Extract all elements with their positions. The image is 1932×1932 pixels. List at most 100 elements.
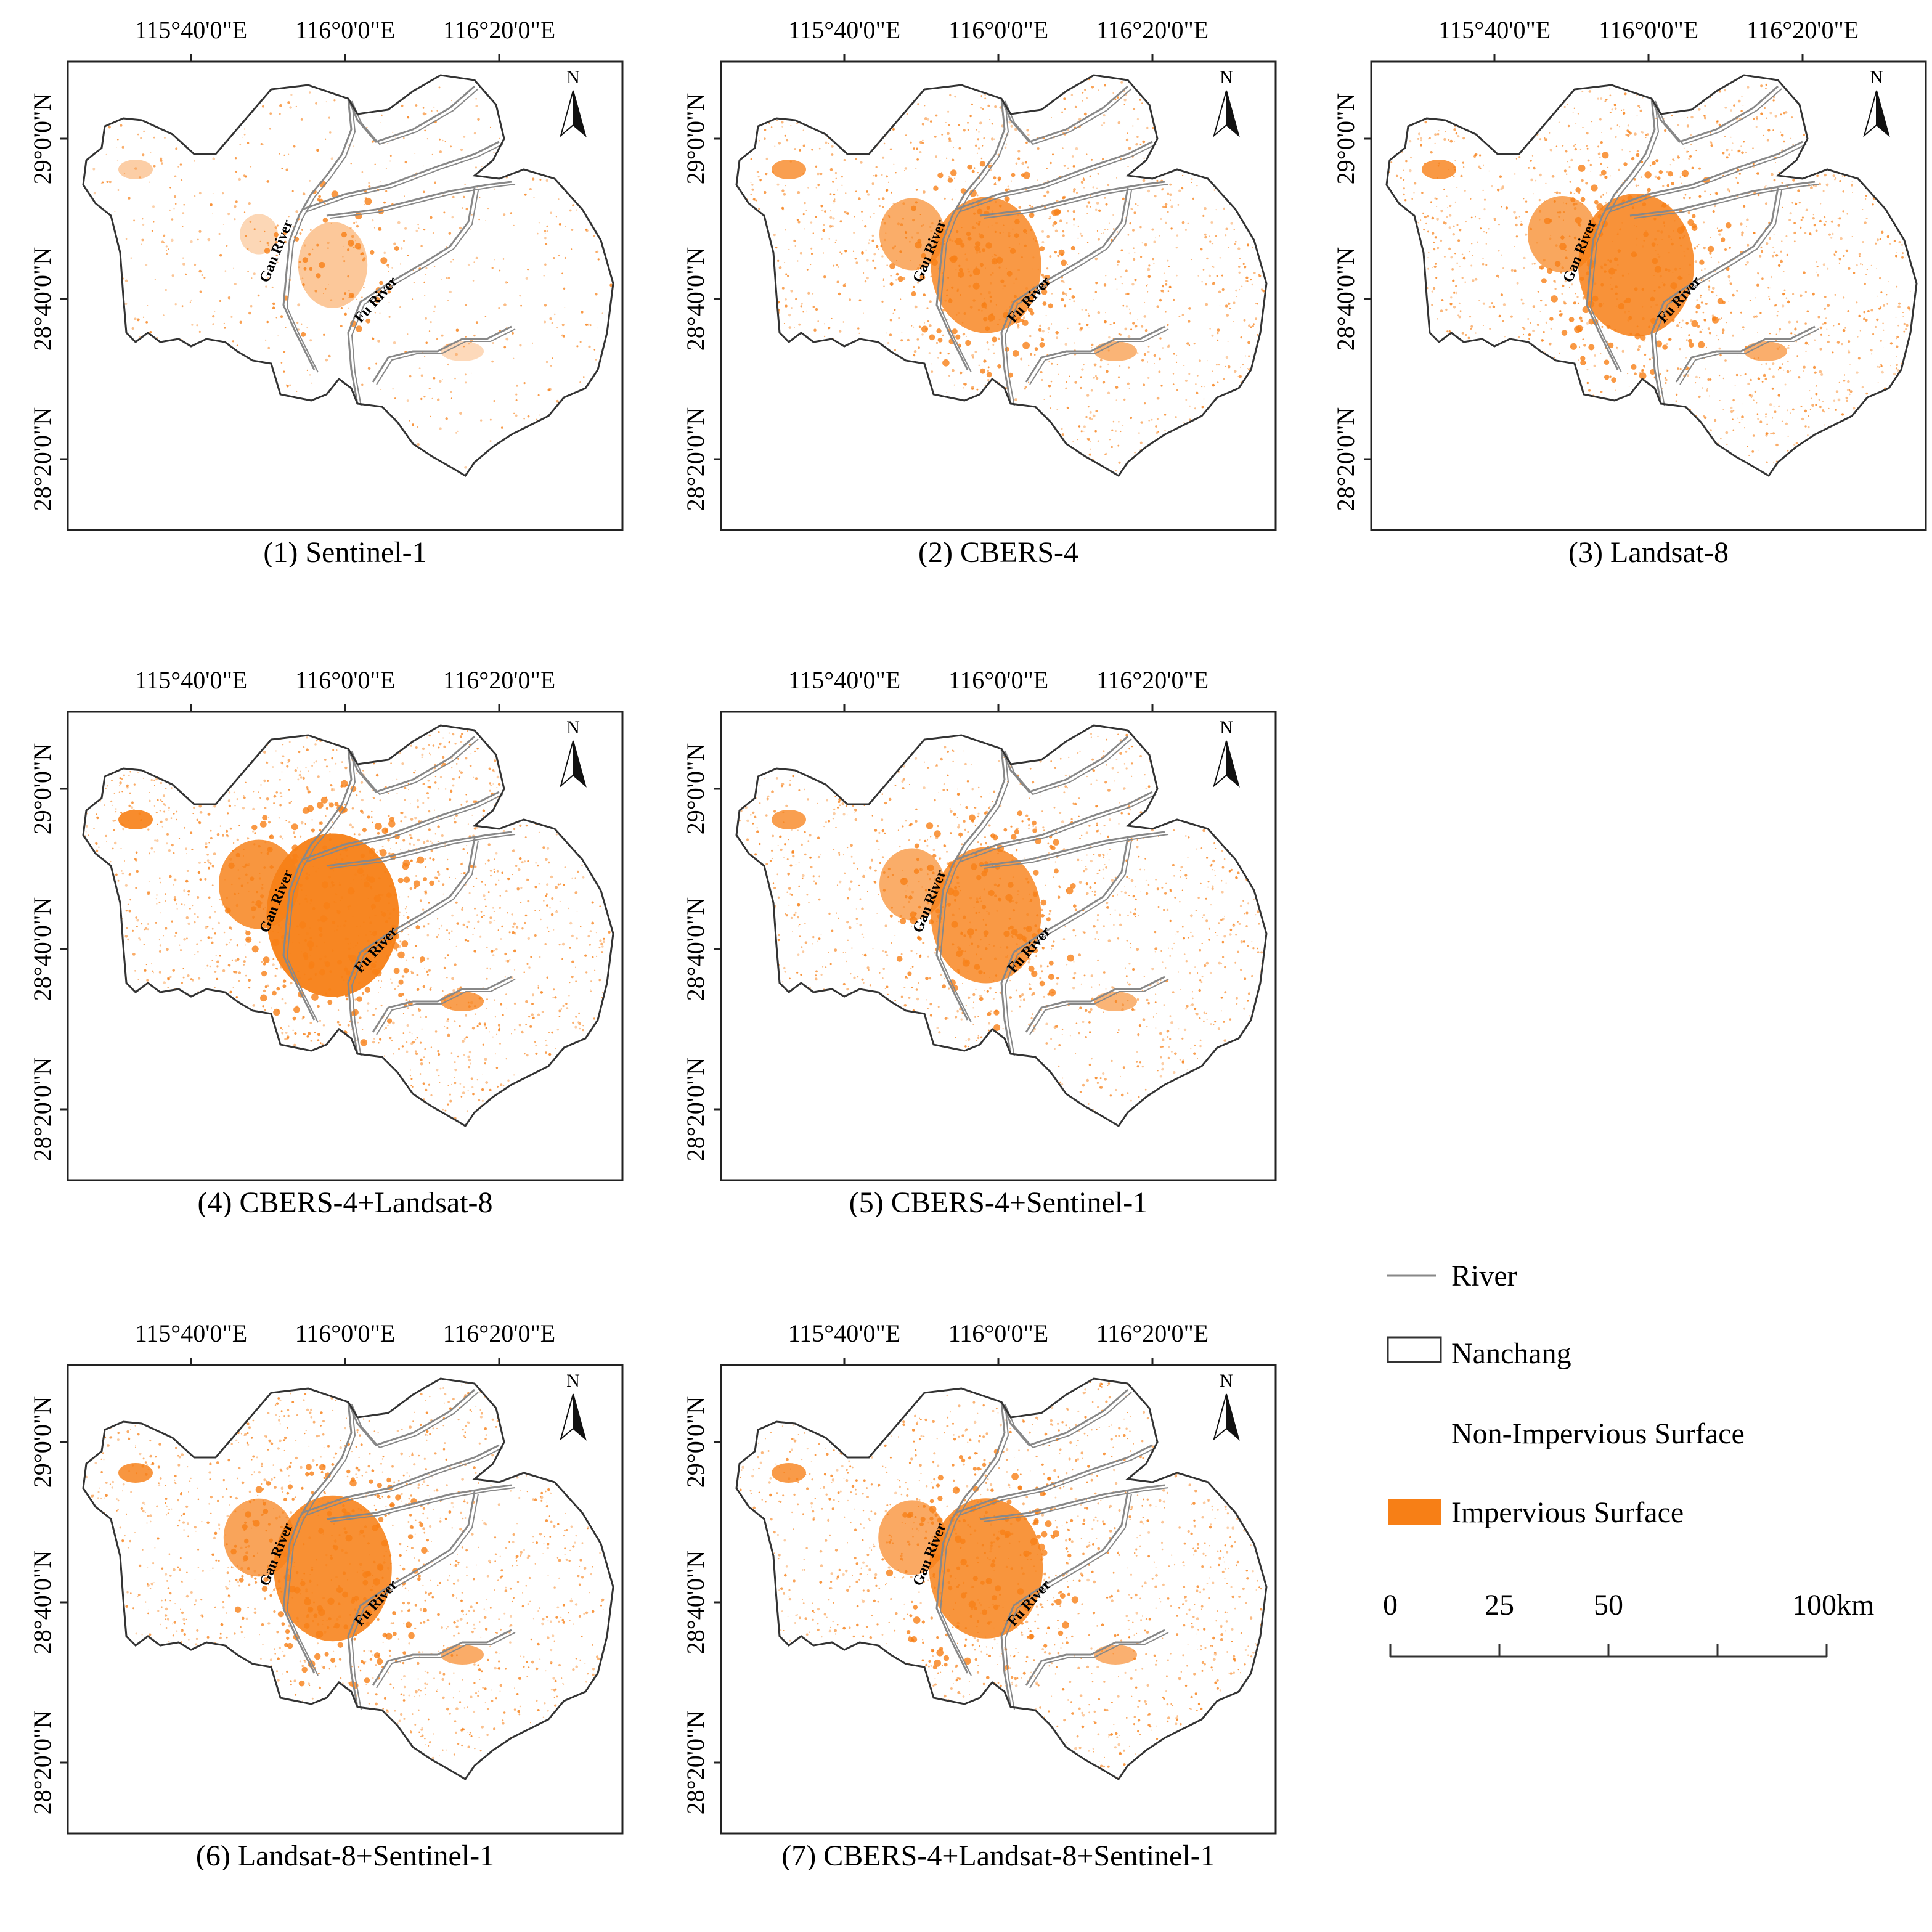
river-bank bbox=[1029, 979, 1169, 1035]
river-line bbox=[282, 98, 353, 370]
map-panel: 115°40'0"E 116°0'0"E 116°20'0"E 29°0'0"N 28°… bbox=[682, 1319, 1277, 1870]
lon-tick-label: 116°20'0"E bbox=[1096, 666, 1209, 694]
scale-label: 25 bbox=[1485, 1589, 1514, 1621]
river-bank bbox=[330, 1487, 516, 1522]
lon-tick-label: 116°0'0"E bbox=[948, 666, 1048, 694]
panel-caption: (7) CBERS-4+Landsat-8+Sentinel-1 bbox=[781, 1840, 1215, 1870]
north-arrow-icon: N bbox=[560, 717, 587, 788]
river-bank bbox=[351, 1392, 479, 1449]
rivers bbox=[282, 1388, 516, 1710]
legend-nanchang-swatch bbox=[1387, 1336, 1442, 1363]
lon-tick-label: 115°40'0"E bbox=[135, 1319, 247, 1347]
lat-tick-label: 28°20'0"N bbox=[682, 1058, 709, 1161]
river-line bbox=[1000, 187, 1129, 404]
lon-tick-label: 115°40'0"E bbox=[135, 16, 247, 44]
urban-core bbox=[772, 810, 1137, 1031]
lat-tick-label: 28°20'0"N bbox=[682, 407, 709, 511]
river-bank bbox=[305, 144, 503, 213]
river-line bbox=[1650, 85, 1779, 143]
lon-tick-label: 116°0'0"E bbox=[948, 16, 1048, 44]
lat-tick-label: 28°40'0"N bbox=[28, 1551, 56, 1654]
river-bank bbox=[1608, 144, 1807, 213]
scale-label: 100 bbox=[1792, 1589, 1836, 1621]
river-line bbox=[326, 831, 512, 867]
river-bank bbox=[1589, 100, 1660, 373]
legend-non-impervious-label: Non-Impervious Surface bbox=[1451, 1417, 1745, 1450]
river-line bbox=[935, 1401, 1006, 1674]
urban-core bbox=[118, 160, 484, 361]
river-line bbox=[347, 1491, 476, 1708]
river-line bbox=[1025, 325, 1165, 383]
river-bank bbox=[1004, 190, 1132, 407]
nanchang-boundary bbox=[735, 1377, 1268, 1781]
river-bank bbox=[286, 100, 356, 373]
north-arrow-icon: N bbox=[1213, 67, 1240, 137]
lat-tick-label: 28°20'0"N bbox=[682, 1711, 709, 1814]
scale-label: 50 bbox=[1594, 1589, 1623, 1621]
river-bank bbox=[1633, 184, 1819, 219]
lat-tick-label: 28°40'0"N bbox=[682, 247, 709, 351]
nanchang-boundary bbox=[735, 74, 1268, 478]
river-line bbox=[1000, 735, 1128, 793]
river-line bbox=[1000, 1491, 1129, 1708]
north-arrow-icon: N bbox=[1213, 717, 1240, 788]
river-line bbox=[979, 1484, 1165, 1520]
river-line bbox=[282, 748, 353, 1021]
river-line bbox=[1000, 85, 1128, 143]
panel-caption: (4) CBERS-4+Landsat-8 bbox=[197, 1186, 492, 1217]
nanchang-boundary bbox=[1385, 74, 1918, 478]
river-line bbox=[1000, 1388, 1128, 1446]
river-bank bbox=[376, 328, 516, 385]
river-bank bbox=[983, 834, 1169, 869]
lat-tick-label: 29°0'0"N bbox=[1332, 93, 1359, 184]
rivers bbox=[935, 1388, 1169, 1710]
river-bank bbox=[1004, 840, 1132, 1057]
river-line bbox=[935, 98, 1006, 370]
river-bank bbox=[1005, 1392, 1132, 1449]
lon-tick-label: 116°20'0"E bbox=[1096, 1319, 1209, 1347]
river-line bbox=[955, 141, 1153, 211]
river-line bbox=[372, 1629, 512, 1686]
rivers bbox=[282, 85, 516, 407]
lat-tick-label: 28°20'0"N bbox=[28, 1058, 56, 1161]
north-label: N bbox=[1220, 717, 1233, 738]
river-bank bbox=[1029, 328, 1169, 385]
river-line bbox=[1629, 181, 1816, 217]
lat-tick-label: 29°0'0"N bbox=[28, 1396, 56, 1488]
lat-tick-label: 28°40'0"N bbox=[1332, 247, 1359, 351]
lon-tick-label: 116°20'0"E bbox=[443, 666, 555, 694]
river-line bbox=[282, 1401, 353, 1674]
river-bank bbox=[1655, 88, 1782, 145]
legend-impervious-label: Impervious Surface bbox=[1451, 1496, 1684, 1529]
river-bank bbox=[1005, 738, 1132, 796]
panel-caption: (6) Landsat-8+Sentinel-1 bbox=[196, 1840, 494, 1870]
legend-nanchang-label: Nanchang bbox=[1451, 1337, 1571, 1370]
river-line bbox=[347, 187, 476, 404]
north-label: N bbox=[566, 717, 580, 738]
north-label: N bbox=[566, 67, 580, 88]
river-bank bbox=[286, 1404, 356, 1676]
map-panel: 115°40'0"E 116°0'0"E 116°20'0"E 29°0'0"N 28°… bbox=[28, 16, 624, 567]
river-line bbox=[372, 325, 512, 383]
river-line bbox=[1025, 1629, 1165, 1686]
scale-label: 0 bbox=[1383, 1589, 1398, 1621]
lon-tick-label: 116°20'0"E bbox=[1747, 16, 1859, 44]
river-line bbox=[1025, 976, 1165, 1033]
lat-tick-label: 29°0'0"N bbox=[682, 93, 709, 184]
nanchang-boundary bbox=[735, 724, 1268, 1128]
river-line bbox=[1650, 187, 1779, 404]
river-line bbox=[979, 181, 1165, 217]
panel-caption: (3) Landsat-8 bbox=[1568, 536, 1729, 567]
lon-tick-label: 116°20'0"E bbox=[1096, 16, 1209, 44]
map-panel: 115°40'0"E 116°0'0"E 116°20'0"E 29°0'0"N 28°… bbox=[28, 666, 624, 1217]
river-bank bbox=[351, 1493, 479, 1710]
urban-core bbox=[772, 1449, 1137, 1689]
legend: River Nanchang Non-Impervious Surface Im… bbox=[1383, 1260, 1874, 1658]
north-label: N bbox=[1220, 1371, 1233, 1391]
river-bank bbox=[305, 1447, 503, 1516]
river-line bbox=[1675, 325, 1816, 383]
lon-tick-label: 115°40'0"E bbox=[1438, 16, 1551, 44]
scale-unit: km bbox=[1836, 1589, 1874, 1621]
north-label: N bbox=[566, 1371, 580, 1391]
